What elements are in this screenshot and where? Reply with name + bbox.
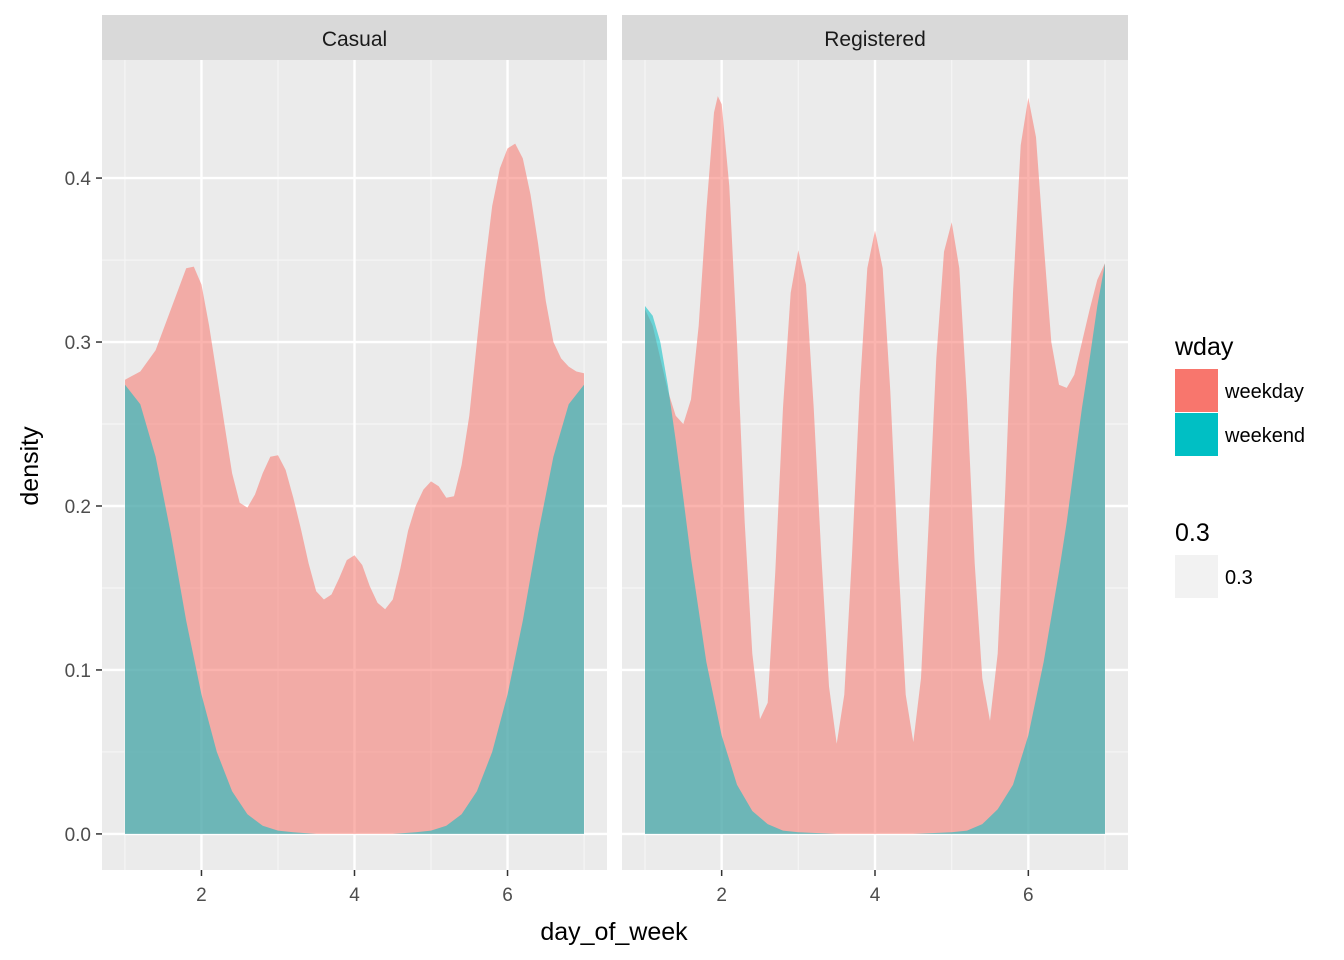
density-area-weekday	[125, 143, 584, 834]
x-tick-label: 4	[349, 885, 360, 906]
x-tick-label: 6	[1023, 885, 1034, 906]
density-area-weekday	[645, 96, 1105, 834]
facet-strip	[622, 15, 1128, 60]
legend: wday weekday weekend 0.3 0.3	[1174, 333, 1305, 598]
facet-strip	[102, 15, 607, 60]
legend-label-weekday: weekday	[1224, 381, 1304, 403]
panels-layer: Casual 2 4 6 Registered 2 4 6	[102, 15, 1128, 906]
y-axis: 0.0 0.1 0.2 0.3 0.4	[65, 169, 102, 846]
facet-strip-label: Casual	[322, 28, 387, 51]
density-area-weekend	[645, 263, 1105, 834]
y-tick-label: 0.1	[65, 661, 91, 682]
y-tick-label: 0.0	[65, 825, 91, 846]
legend-title: 0.3	[1175, 519, 1210, 547]
x-tick-label: 4	[870, 885, 881, 906]
x-tick-label: 6	[502, 885, 513, 906]
y-tick-label: 0.2	[65, 497, 91, 518]
facet-strip-label: Registered	[824, 28, 926, 51]
x-axis-title: day_of_week	[540, 918, 688, 946]
y-axis-title: density	[16, 426, 44, 506]
x-tick-label: 2	[196, 885, 207, 906]
legend-label-weekend: weekend	[1224, 425, 1305, 447]
legend-swatch-alpha	[1175, 555, 1218, 598]
y-tick-label: 0.3	[65, 333, 91, 354]
legend-swatch-weekday	[1175, 369, 1218, 412]
panel-registered: Registered 2 4 6	[622, 15, 1128, 906]
density-area-weekend	[125, 384, 584, 834]
legend-swatch-weekend	[1175, 413, 1218, 456]
legend-title: wday	[1174, 333, 1234, 361]
panel-casual: Casual 2 4 6	[102, 15, 607, 906]
x-tick-label: 2	[716, 885, 727, 906]
y-tick-label: 0.4	[65, 169, 92, 190]
legend-label-alpha: 0.3	[1225, 567, 1253, 589]
